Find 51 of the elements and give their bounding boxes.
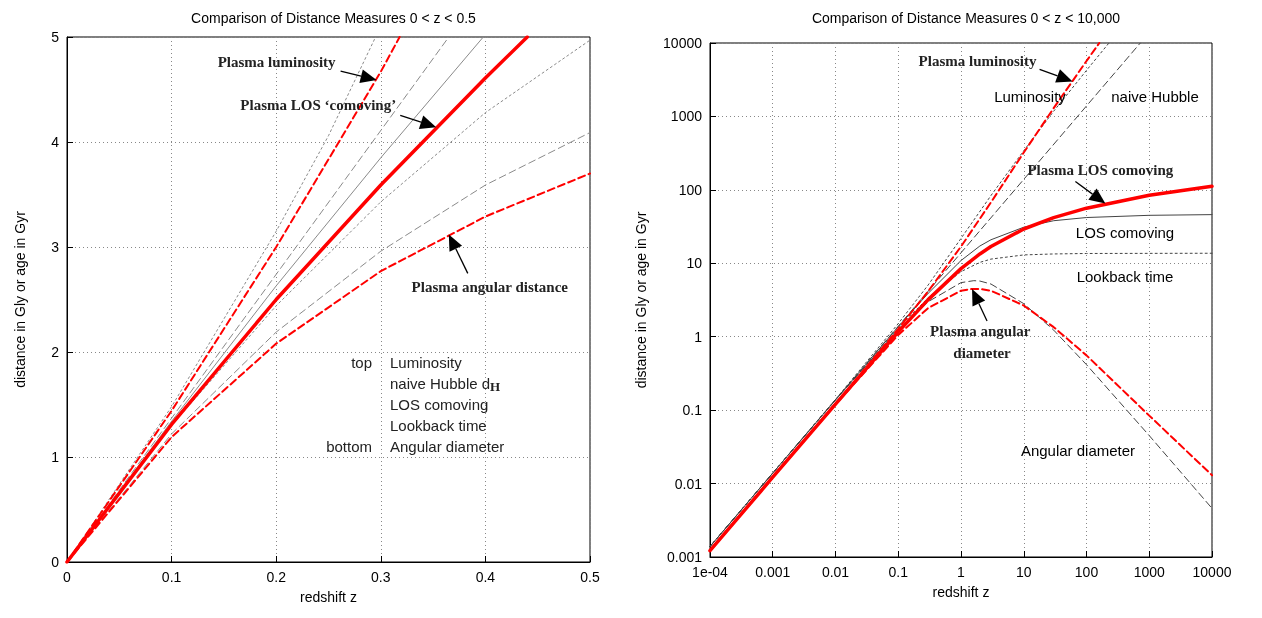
y-tick-label: 1 <box>51 449 60 465</box>
chart-title: Comparison of Distance Measures 0 < z < 10,000 <box>811 10 1121 26</box>
x-tick-label: 1e-04 <box>692 564 729 580</box>
y-tick-label: 0.1 <box>682 402 703 419</box>
annotation: Lookback time <box>390 416 487 434</box>
annotation: Plasma luminosity <box>918 53 1038 70</box>
x-tick-label: 0.1 <box>161 569 182 585</box>
x-tick-label: 0.001 <box>755 564 791 580</box>
x-tick-label: 0 <box>63 569 72 585</box>
x-tick-label: 1 <box>957 564 966 580</box>
x-tick-label: 0.4 <box>475 569 496 585</box>
y-tick-label: 0 <box>51 554 60 570</box>
series-label: naive Hubble <box>1111 87 1199 105</box>
annotation: Plasma LOS comoving <box>1027 161 1174 178</box>
annotation: bottom <box>326 437 372 455</box>
x-tick-label: 1000 <box>1133 564 1166 580</box>
y-axis-title: distance in Gly or age in Gyr <box>12 210 28 388</box>
annotation: Plasma angular diameter <box>930 322 1034 361</box>
series-label: Angular diameter <box>1020 441 1136 459</box>
annotation: LOS comoving <box>390 395 489 413</box>
series-label: Lookback time <box>1076 267 1174 285</box>
x-tick-label: 0.1 <box>888 564 909 580</box>
x-tick-label: 0.5 <box>580 569 600 585</box>
y-tick-label: 1000 <box>670 108 703 125</box>
x-tick-label: 0.3 <box>371 569 391 585</box>
y-tick-label: 10000 <box>663 35 703 51</box>
x-tick-label: 10000 <box>1192 564 1232 580</box>
x-tick-label: 100 <box>1074 564 1099 580</box>
y-tick-label: 1 <box>694 328 703 345</box>
annotation: top <box>351 353 372 371</box>
y-tick-label: 3 <box>51 239 60 255</box>
y-tick-label: 5 <box>51 29 60 45</box>
x-tick-label: 10 <box>1015 564 1032 580</box>
y-tick-label: 100 <box>678 181 703 198</box>
annotation: Angular diameter <box>390 437 505 455</box>
x-tick-label: 0.01 <box>821 564 850 580</box>
annotation: Plasma luminosity <box>217 54 337 71</box>
y-tick-label: 4 <box>51 134 60 150</box>
x-tick-label: 0.2 <box>266 569 287 585</box>
y-tick-label: 0.01 <box>674 475 703 492</box>
y-tick-label: 2 <box>51 344 60 360</box>
x-axis-title: redshift z <box>300 589 357 605</box>
y-axis-title: distance in Gly or age in Gyr <box>633 211 649 389</box>
x-axis-title: redshift z <box>932 584 990 600</box>
annotation: Luminosity <box>390 353 463 371</box>
y-tick-label: 0.001 <box>666 549 703 565</box>
series-label: LOS comoving <box>1075 223 1175 241</box>
y-tick-label: 10 <box>686 255 703 272</box>
annotation: Plasma angular distance <box>411 279 569 296</box>
chart-title: Comparison of Distance Measures 0 < z < 0.5 <box>191 10 477 26</box>
series-label: Luminosity <box>994 87 1067 105</box>
